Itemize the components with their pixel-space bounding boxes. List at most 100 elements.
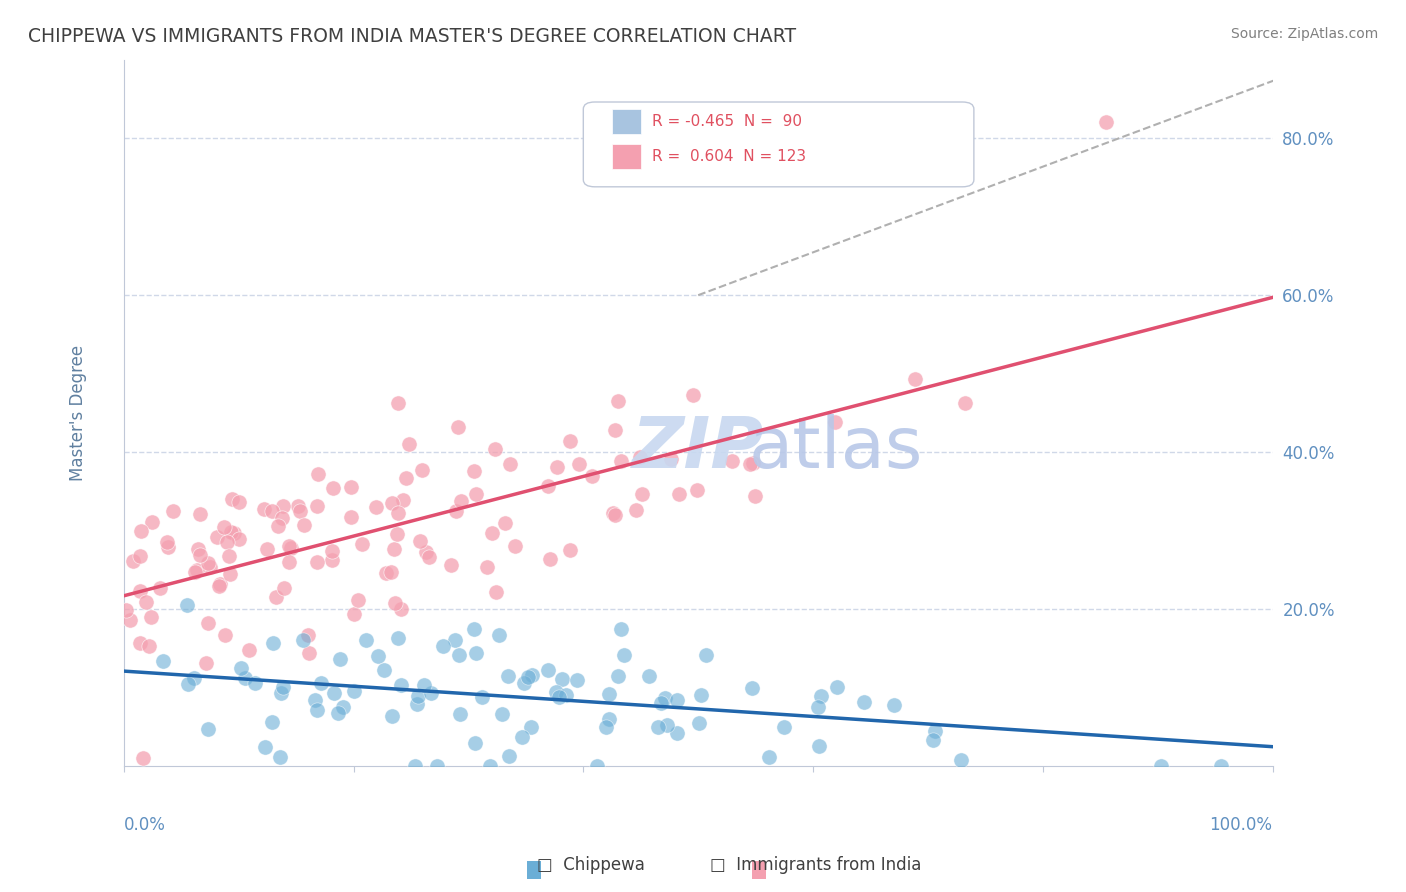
Point xyxy=(238,643,260,657)
Point xyxy=(630,450,652,464)
Text: □  Chippewa: □ Chippewa xyxy=(537,856,644,874)
Text: 0.0%: 0.0% xyxy=(124,816,166,834)
Point xyxy=(520,668,543,682)
Point xyxy=(343,607,366,622)
Point xyxy=(292,518,315,533)
Point xyxy=(141,516,163,530)
Point xyxy=(340,510,363,524)
Point xyxy=(382,541,405,556)
Point xyxy=(188,548,211,562)
Point xyxy=(304,693,326,707)
Point xyxy=(418,549,440,564)
Point xyxy=(464,487,486,501)
Point xyxy=(373,663,395,677)
Point xyxy=(922,733,945,747)
Point xyxy=(432,640,454,654)
Point xyxy=(595,720,617,734)
Point xyxy=(443,633,465,648)
Point xyxy=(267,519,290,533)
Point xyxy=(630,487,652,501)
Point xyxy=(499,458,522,472)
Point xyxy=(354,632,377,647)
Point xyxy=(695,648,717,662)
Point xyxy=(638,668,661,682)
Point xyxy=(387,506,409,520)
Point xyxy=(411,463,433,477)
FancyBboxPatch shape xyxy=(583,102,974,186)
Point xyxy=(381,709,404,723)
Point xyxy=(122,554,145,568)
Point xyxy=(233,671,256,685)
Point xyxy=(478,759,501,773)
Point xyxy=(188,507,211,521)
Text: R =  0.604  N = 123: R = 0.604 N = 123 xyxy=(652,149,807,164)
Point xyxy=(827,680,849,694)
Text: CHIPPEWA VS IMMIGRANTS FROM INDIA MASTER'S DEGREE CORRELATION CHART: CHIPPEWA VS IMMIGRANTS FROM INDIA MASTER… xyxy=(28,27,796,45)
Text: R = -0.465  N =  90: R = -0.465 N = 90 xyxy=(652,113,803,128)
Point xyxy=(343,683,366,698)
Text: □  Immigrants from India: □ Immigrants from India xyxy=(710,856,921,874)
Point xyxy=(305,555,328,569)
Point xyxy=(447,419,470,434)
Point xyxy=(253,502,276,516)
Point xyxy=(447,648,470,663)
Point xyxy=(498,669,520,683)
Point xyxy=(384,596,406,610)
Point xyxy=(494,516,516,530)
Point xyxy=(262,503,284,517)
Point xyxy=(682,388,704,402)
Point xyxy=(666,726,689,740)
Point xyxy=(367,648,389,663)
Point xyxy=(395,471,418,485)
Point xyxy=(228,495,250,509)
Text: Master's Degree: Master's Degree xyxy=(69,345,87,481)
Point xyxy=(375,566,398,581)
Point xyxy=(290,504,312,518)
Bar xyxy=(612,109,641,134)
Point xyxy=(808,739,831,753)
Point xyxy=(606,394,628,409)
Point xyxy=(323,685,346,699)
Point xyxy=(197,616,219,631)
Point xyxy=(426,759,449,773)
Point xyxy=(444,503,467,517)
Point xyxy=(162,504,184,518)
Point xyxy=(329,652,352,666)
Point xyxy=(548,690,571,704)
Point xyxy=(207,579,229,593)
Point xyxy=(229,661,252,675)
Point xyxy=(551,672,574,686)
Point xyxy=(655,718,678,732)
Point xyxy=(647,720,669,734)
Point xyxy=(546,459,568,474)
Point xyxy=(488,627,510,641)
Point xyxy=(392,492,415,507)
Point xyxy=(567,457,589,471)
Text: ZIP: ZIP xyxy=(633,414,765,483)
Point xyxy=(463,464,485,478)
Point xyxy=(585,759,607,773)
Point xyxy=(404,759,426,773)
Point xyxy=(221,491,243,506)
Point xyxy=(654,691,676,706)
Point xyxy=(413,678,436,692)
Point xyxy=(450,493,472,508)
Point xyxy=(538,551,561,566)
Point xyxy=(176,598,198,612)
Point xyxy=(120,613,142,627)
Point xyxy=(560,434,582,448)
Point xyxy=(537,479,560,493)
Point xyxy=(184,565,207,579)
Point xyxy=(398,437,420,451)
Point xyxy=(773,720,796,734)
Point xyxy=(924,723,946,738)
Point xyxy=(256,542,278,557)
Point xyxy=(415,545,437,559)
Point xyxy=(292,632,315,647)
Point xyxy=(738,457,761,471)
Point xyxy=(132,751,155,765)
Point xyxy=(254,740,277,755)
Point xyxy=(217,534,239,549)
Point xyxy=(260,714,283,729)
Point xyxy=(491,707,513,722)
